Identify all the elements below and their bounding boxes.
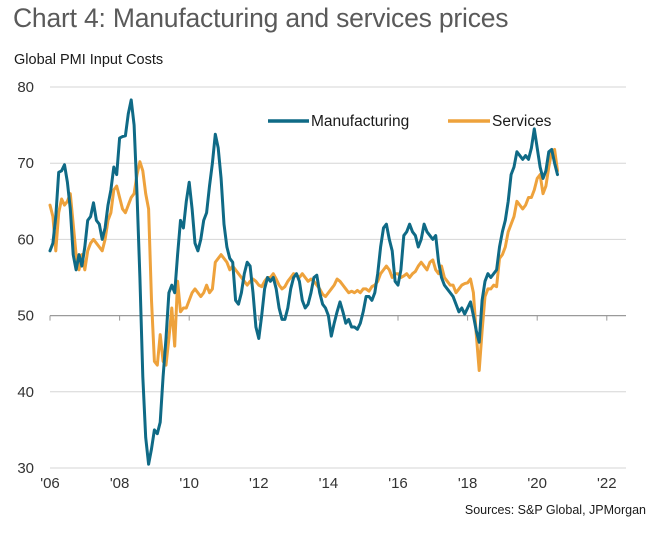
y-axis-ticks: 30 40 50 60 70 80 bbox=[17, 79, 34, 477]
y-tick-label: 70 bbox=[17, 155, 34, 172]
source-note: Sources: S&P Global, JPMorgan bbox=[464, 503, 646, 517]
chart-title: Chart 4: Manufacturing and services pric… bbox=[13, 3, 509, 33]
legend: Manufacturing Services bbox=[268, 113, 552, 130]
grid-lines bbox=[50, 86, 626, 469]
legend-label-manufacturing: Manufacturing bbox=[311, 113, 409, 130]
series-line-manufacturing bbox=[48, 98, 559, 466]
y-tick-label: 60 bbox=[17, 231, 34, 248]
y-tick-label: 80 bbox=[17, 79, 34, 96]
series-lines bbox=[48, 98, 559, 466]
chart-subtitle: Global PMI Input Costs bbox=[14, 52, 164, 68]
y-tick-label: 50 bbox=[17, 308, 34, 325]
x-tick-label: '22 bbox=[597, 475, 617, 492]
x-tick-label: '20 bbox=[527, 475, 547, 492]
x-tick-label: '18 bbox=[458, 475, 478, 492]
x-tick-label: '06 bbox=[40, 475, 60, 492]
x-tick-label: '12 bbox=[249, 475, 269, 492]
x-tick-label: '10 bbox=[179, 475, 199, 492]
y-tick-label: 30 bbox=[17, 460, 34, 477]
series-line-services bbox=[48, 147, 559, 372]
y-tick-label: 40 bbox=[17, 384, 34, 401]
x-axis-tick-labels: '06 '08 '10 '12 '14 '16 '18 '20 '22 bbox=[40, 475, 616, 492]
x-tick-label: '16 bbox=[388, 475, 408, 492]
x-tick-label: '14 bbox=[319, 475, 339, 492]
legend-label-services: Services bbox=[492, 113, 552, 130]
x-tick-label: '08 bbox=[110, 475, 130, 492]
x-axis bbox=[49, 315, 626, 321]
